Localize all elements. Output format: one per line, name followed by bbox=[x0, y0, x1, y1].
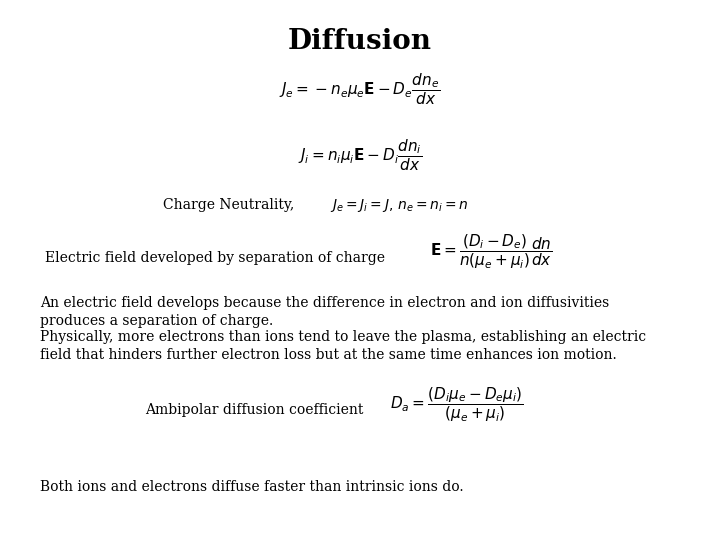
Text: An electric field develops because the difference in electron and ion diffusivit: An electric field develops because the d… bbox=[40, 296, 609, 310]
Text: field that hinders further electron loss but at the same time enhances ion motio: field that hinders further electron loss… bbox=[40, 348, 617, 362]
Text: Electric field developed by separation of charge: Electric field developed by separation o… bbox=[45, 251, 385, 265]
Text: produces a separation of charge.: produces a separation of charge. bbox=[40, 314, 274, 328]
Text: $J_e = J_i = J,\, n_e = n_i = n$: $J_e = J_i = J,\, n_e = n_i = n$ bbox=[330, 197, 469, 213]
Text: Charge Neutrality,: Charge Neutrality, bbox=[163, 198, 294, 212]
Text: $\mathbf{E} = \dfrac{(D_i - D_e)}{n(\mu_e + \mu_i)}\dfrac{dn}{dx}$: $\mathbf{E} = \dfrac{(D_i - D_e)}{n(\mu_… bbox=[430, 233, 552, 272]
Text: $J_i = n_i\mu_i\mathbf{E} - D_i\dfrac{dn_i}{dx}$: $J_i = n_i\mu_i\mathbf{E} - D_i\dfrac{dn… bbox=[298, 138, 422, 173]
Text: Ambipolar diffusion coefficient: Ambipolar diffusion coefficient bbox=[145, 403, 364, 417]
Text: $D_a = \dfrac{(D_i\mu_e - D_e\mu_i)}{(\mu_e + \mu_i)}$: $D_a = \dfrac{(D_i\mu_e - D_e\mu_i)}{(\m… bbox=[390, 386, 524, 424]
Text: Both ions and electrons diffuse faster than intrinsic ions do.: Both ions and electrons diffuse faster t… bbox=[40, 480, 464, 494]
Text: $J_e = -n_e\mu_e\mathbf{E} - D_e\dfrac{dn_e}{dx}$: $J_e = -n_e\mu_e\mathbf{E} - D_e\dfrac{d… bbox=[279, 72, 441, 107]
Text: Diffusion: Diffusion bbox=[288, 28, 432, 55]
Text: Physically, more electrons than ions tend to leave the plasma, establishing an e: Physically, more electrons than ions ten… bbox=[40, 330, 646, 344]
